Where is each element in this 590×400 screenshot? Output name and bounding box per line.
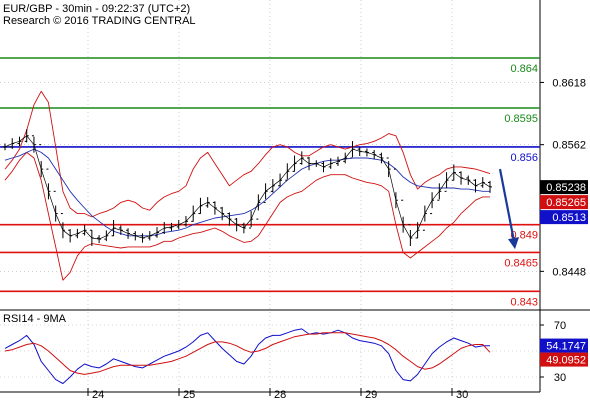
level-label-resistance: 0.864	[510, 63, 538, 75]
rsi-tag-rsi: 54.1747	[540, 338, 588, 353]
bollinger-lower-line	[4, 151, 490, 281]
time-tick-label: 28	[274, 389, 286, 400]
forecast-arrow-head	[508, 237, 519, 250]
price-close-line	[4, 135, 491, 240]
price-tag-label: 0.85238	[546, 182, 586, 194]
time-tick-label: 24	[92, 389, 104, 400]
price-tick-label: 0.8448	[552, 266, 586, 278]
time-tick-label: 29	[365, 389, 377, 400]
price-tick-label: 0.8618	[552, 77, 586, 89]
bollinger-upper-line	[4, 90, 491, 218]
moving-average-line	[4, 148, 490, 237]
price-tag-ma_tag: 0.8513	[540, 210, 588, 225]
rsi-tag-box	[540, 352, 588, 367]
rsi-tag-box	[540, 338, 588, 353]
rsi-panel-label: RSI14 - 9MA	[3, 313, 66, 325]
level-label-support: 0.843	[510, 296, 538, 308]
price-tag-last_price_tag: 0.85238	[540, 180, 588, 195]
price-tag-upper_level_tag: 0.85265	[540, 195, 588, 210]
price-tag-label: 0.85265	[546, 197, 586, 209]
rsi-tick-label: 70	[554, 320, 566, 332]
rsi-tag-rsi_ma: 49.0952	[540, 352, 588, 367]
level-label-pivot: 0.856	[510, 152, 538, 164]
chart-symbol-title: EUR/GBP - 30min - 09:22:37 (UTC+2)	[3, 3, 191, 15]
chart-credit-line: Research © 2016 TRADING CENTRAL	[3, 15, 196, 27]
price-tag-box	[540, 195, 588, 210]
forecast-arrow-shaft	[498, 168, 516, 242]
time-tick-label: 25	[183, 389, 195, 400]
rsi-line	[4, 328, 490, 384]
level-label-support: 0.8465	[504, 257, 538, 269]
level-label-resistance: 0.8595	[504, 113, 538, 125]
price-tag-box	[540, 180, 588, 195]
price-tick-label: 0.8562	[552, 140, 586, 152]
price-tag-label: 0.8513	[552, 212, 586, 224]
time-tick-label: 30	[456, 389, 468, 400]
rsi-tag-label: 49.0952	[546, 355, 586, 367]
rsi-tick-label: 30	[554, 372, 566, 384]
rsi-ma-line	[4, 332, 491, 375]
price-tag-box	[540, 210, 588, 225]
rsi-tag-label: 54.1747	[546, 341, 586, 353]
